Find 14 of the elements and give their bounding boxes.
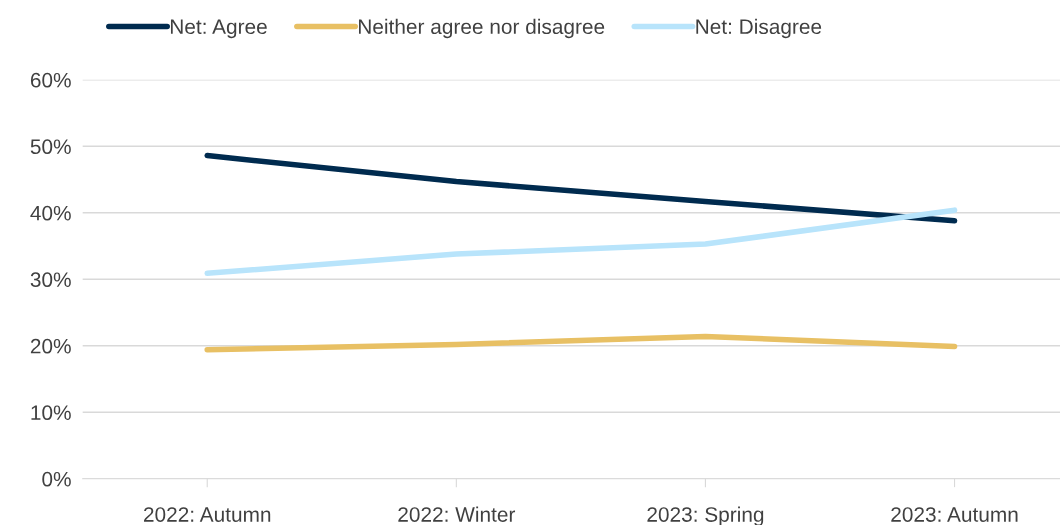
y-tick-label: 60% <box>30 72 71 88</box>
x-tick-label: 2023: Autumn <box>891 507 1018 522</box>
y-tick-label: 40% <box>30 205 71 221</box>
legend-label: Net: Disagree <box>696 18 822 39</box>
legend-label: Neither agree nor disagree <box>359 18 605 39</box>
y-tick-label: 30% <box>30 272 71 288</box>
x-tick-label: 2022: Winter <box>398 506 516 522</box>
x-tick-label: 2022: Autumn <box>144 507 271 522</box>
legend-label: Net: Agree <box>170 19 267 39</box>
y-tick-label: 50% <box>30 139 71 155</box>
y-tick-label: 0% <box>42 471 71 487</box>
y-tick-label: 20% <box>30 338 71 354</box>
x-tick-label: 2023: Spring <box>647 506 764 525</box>
y-tick-label: 10% <box>31 405 71 421</box>
